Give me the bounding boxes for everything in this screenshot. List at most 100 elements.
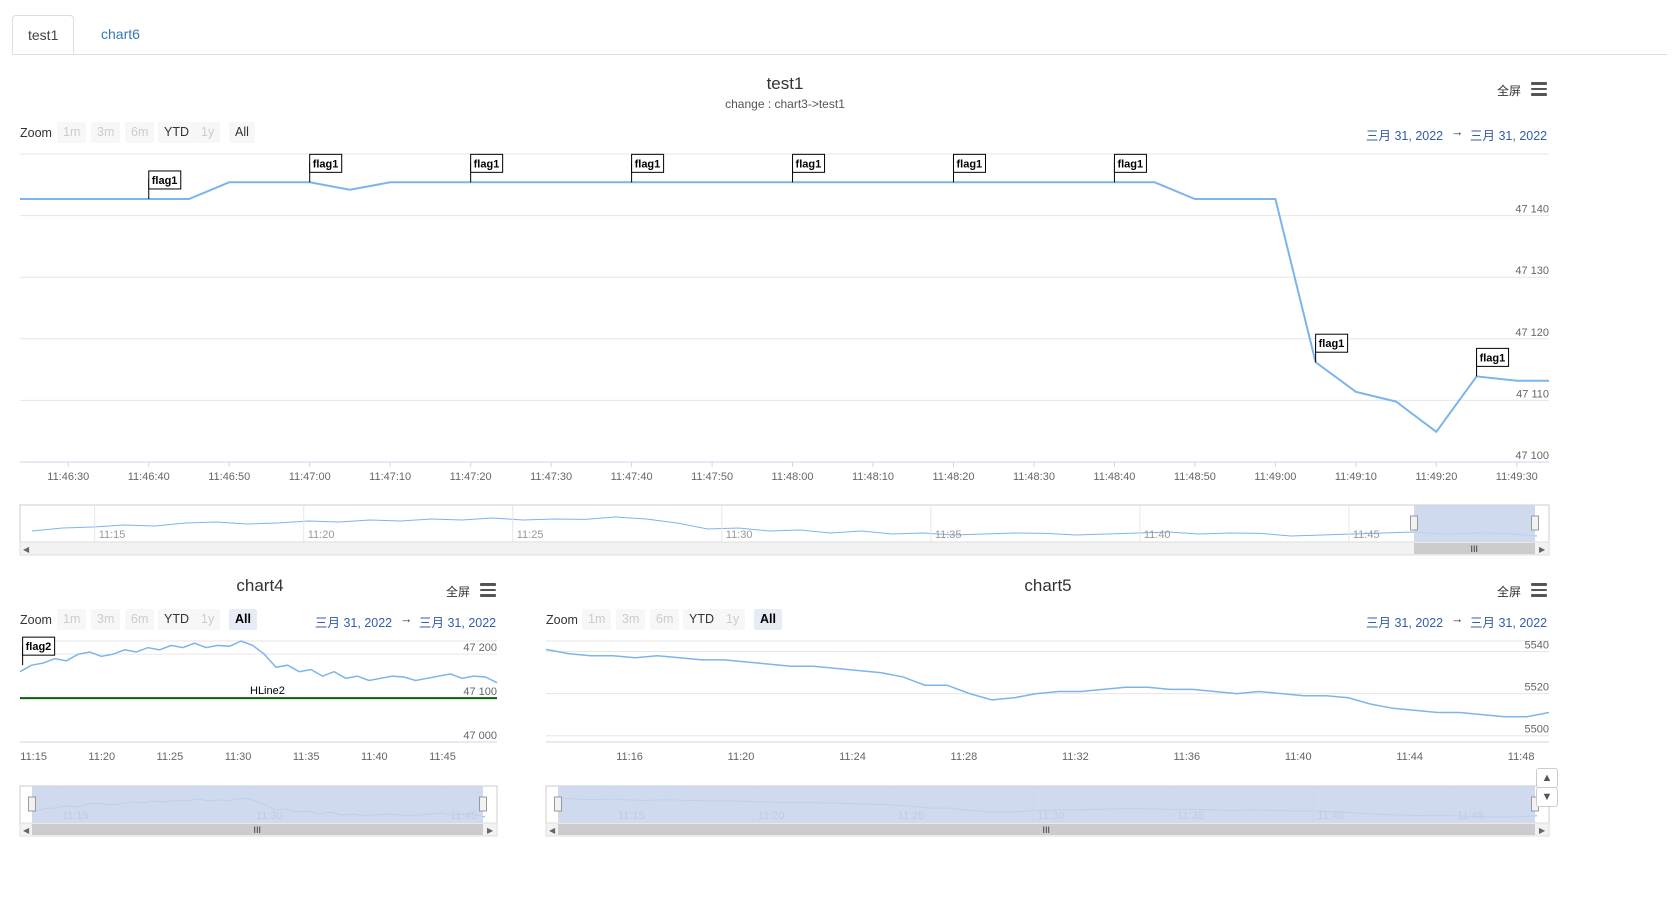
x-tick-label: 11:46:40: [128, 471, 170, 483]
zoom-all-button[interactable]: All: [229, 122, 255, 143]
x-tick-label: 11:49:30: [1496, 471, 1538, 483]
y-tick-label: 47 100: [1515, 450, 1549, 462]
zoom-1y-button[interactable]: 1y: [195, 122, 221, 143]
x-tick-label: 11:47:30: [530, 471, 572, 483]
x-tick-label: 11:49:00: [1254, 471, 1296, 483]
y-tick-label: 47 000: [463, 730, 497, 742]
tab-chart6[interactable]: chart6: [101, 26, 140, 42]
y-tick-label: 47 120: [1515, 327, 1549, 339]
zoom-6m-button[interactable]: 6m: [125, 122, 155, 143]
zoom-1m-button[interactable]: 1m: [582, 609, 612, 630]
x-tick-label: 11:16: [616, 751, 643, 763]
menu-icon[interactable]: [1531, 583, 1547, 597]
navigator-handle: [479, 796, 487, 812]
flag-label: flag1: [474, 158, 500, 170]
flag-label: flag1: [956, 158, 982, 170]
zoom-6m-button[interactable]: 6m: [650, 609, 680, 630]
zoom-label: Zoom: [20, 126, 52, 140]
x-tick-label: 11:47:50: [691, 471, 733, 483]
zoom-ytd-button[interactable]: YTD: [683, 609, 720, 630]
date-arrow: →: [400, 612, 413, 626]
x-tick-label: 11:49:10: [1335, 471, 1377, 483]
x-tick-label: 11:48: [1508, 751, 1535, 763]
zoom-all-button[interactable]: All: [754, 609, 782, 630]
zoom-3m-button[interactable]: 3m: [91, 609, 121, 630]
chart-subtitle-test1: change : chart3->test1: [725, 97, 845, 111]
zoom-label: Zoom: [546, 613, 578, 627]
x-tick-label: 11:20: [88, 751, 115, 763]
date-from-input[interactable]: 三月 31, 2022: [315, 616, 393, 630]
zoom-6m-button[interactable]: 6m: [125, 609, 155, 630]
flag-marker: [1113, 153, 1147, 173]
x-tick-label: 11:47:00: [289, 471, 331, 483]
x-tick-label: 11:24: [839, 751, 866, 763]
scrollbar-track: [19, 541, 1550, 556]
series-line: [20, 181, 1549, 434]
chart-title-chart4: chart4: [236, 576, 284, 595]
fullscreen-button-test1[interactable]: 全屏: [1497, 84, 1522, 98]
chart5-plot: 5500 5520 5540 11:16 11:20 11:24 11:28 11:32 11:…: [545, 640, 1550, 763]
navigator-tick-label: 11:20: [308, 529, 335, 541]
flag-label: flag1: [635, 158, 661, 170]
series-line: [19, 640, 498, 684]
menu-icon[interactable]: [480, 583, 496, 597]
date-to-input[interactable]: 三月 31, 2022: [1470, 616, 1548, 630]
scrollbar-thumb: [32, 824, 483, 835]
date-from-input[interactable]: 三月 31, 2022: [1366, 616, 1444, 630]
zoom-ytd-button[interactable]: YTD: [158, 609, 195, 630]
tab-bar: test1 chart6: [12, 15, 1667, 55]
menu-icon[interactable]: [1531, 82, 1547, 96]
x-tick-label: 11:48:10: [852, 471, 894, 483]
chart-title-chart5: chart5: [1024, 576, 1072, 595]
flag-label: flag1: [152, 175, 178, 187]
fullscreen-button-chart4[interactable]: 全屏: [446, 585, 471, 599]
zoom-ytd-button[interactable]: YTD: [158, 122, 195, 143]
y-tick-label: 47 200: [463, 642, 497, 654]
y-tick-label: 47 140: [1515, 204, 1549, 216]
flag-marker: [1315, 333, 1349, 353]
x-tick-label: 11:15: [20, 751, 47, 763]
navigator-selected-range: [558, 786, 1535, 823]
zoom-3m-button[interactable]: 3m: [91, 122, 121, 143]
date-from-input[interactable]: 三月 31, 2022: [1366, 129, 1444, 143]
scrollbar-left-arrow: ◀: [23, 545, 30, 554]
zoom-1m-button[interactable]: 1m: [57, 609, 87, 630]
zoom-1y-button[interactable]: 1y: [720, 609, 746, 630]
date-to-input[interactable]: 三月 31, 2022: [419, 616, 497, 630]
scrollbar-left-arrow: ◀: [23, 826, 30, 835]
zoom-1y-button[interactable]: 1y: [195, 609, 221, 630]
flag-marker: [148, 170, 182, 190]
chevron-up-icon[interactable]: ▲: [1536, 768, 1558, 788]
scrollbar-grip: III: [254, 825, 262, 835]
y-tick-label: 47 100: [463, 686, 497, 698]
zoom-all-button[interactable]: All: [229, 609, 257, 630]
scrollbar-grip: III: [1471, 544, 1479, 554]
zoom-label: Zoom: [20, 613, 52, 627]
navigator-handle: [554, 796, 562, 812]
date-arrow: →: [1451, 125, 1464, 139]
x-tick-label: 11:48:50: [1174, 471, 1216, 483]
x-tick-label: 11:47:10: [369, 471, 411, 483]
chart-test1-plot: 47 100 47 110 47 120 47 130 47 140 11:46:30 11…: [20, 153, 1549, 483]
navigator-tick-label: 11:15: [99, 529, 126, 541]
y-tick-label: 47 110: [1516, 388, 1549, 400]
x-tick-label: 11:28: [951, 751, 978, 763]
fullscreen-button-chart5[interactable]: 全屏: [1497, 585, 1522, 599]
chevron-down-icon[interactable]: ▼: [1536, 787, 1558, 807]
date-to-input[interactable]: 三月 31, 2022: [1470, 129, 1548, 143]
navigator-handle: [28, 796, 36, 812]
flag-label: flag1: [1480, 352, 1506, 364]
x-tick-label: 11:46:30: [47, 471, 89, 483]
x-tick-label: 11:36: [1173, 751, 1200, 763]
navigator-tick-label: 11:35: [935, 529, 962, 541]
tab-test1[interactable]: test1: [12, 15, 75, 54]
flag-marker: [792, 153, 826, 173]
flag-marker: [470, 153, 504, 173]
navigator-selected-range: [1414, 505, 1535, 542]
scrollbar-left-arrow: ◀: [549, 826, 556, 835]
navigator-tick-label: 11:45: [1353, 529, 1380, 541]
scrollbar-grip: III: [1043, 825, 1051, 835]
zoom-1m-button[interactable]: 1m: [57, 122, 87, 143]
zoom-3m-button[interactable]: 3m: [616, 609, 646, 630]
